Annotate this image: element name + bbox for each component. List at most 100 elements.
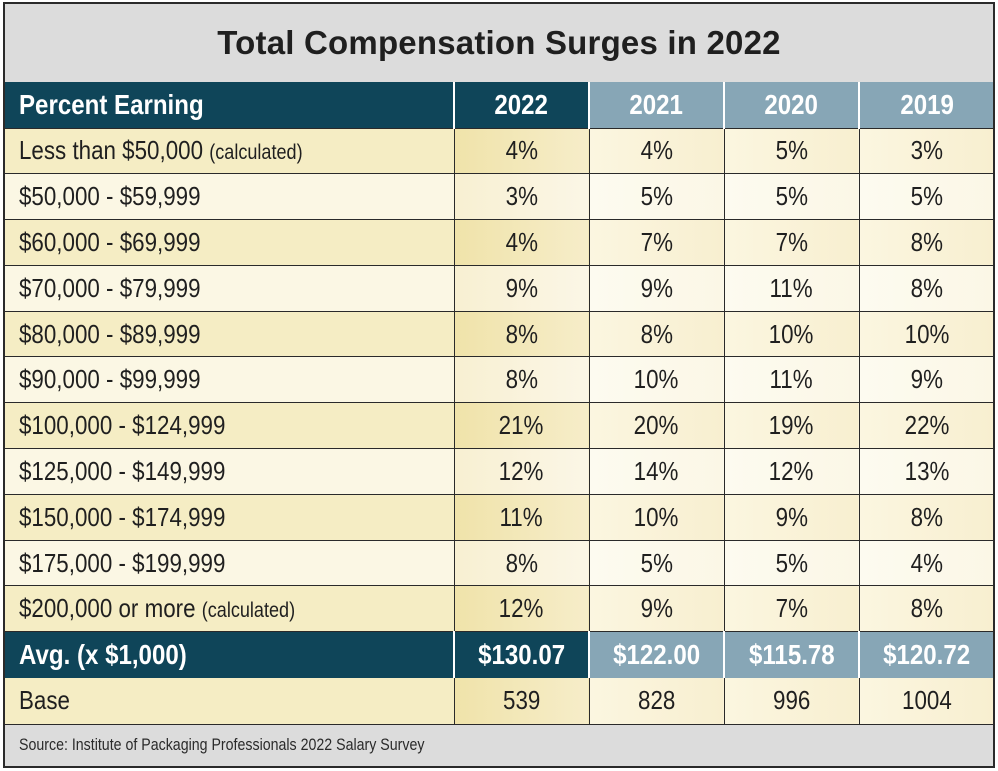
row-label: $200,000 or more (calculated) xyxy=(5,585,454,632)
cell-2022: 12% xyxy=(453,585,589,632)
cell-2019: 8% xyxy=(858,264,993,312)
average-label: Avg. (x $1,000) xyxy=(5,631,454,678)
cell-2020: 11% xyxy=(723,356,859,403)
header-year-2021: 2021 xyxy=(588,82,724,128)
row-label: $80,000 - $89,999 xyxy=(5,310,454,357)
table-title: Total Compensation Surges in 2022 xyxy=(5,4,993,82)
cell-2022: 21% xyxy=(453,402,589,449)
cell-2019: 8% xyxy=(858,585,993,632)
cell-2020: 5% xyxy=(723,127,859,174)
cell-2020: 10% xyxy=(723,310,859,357)
cell-2020: 9% xyxy=(723,493,859,541)
cell-2022: 12% xyxy=(453,448,589,495)
table-row: $125,000 - $149,999 12% 14% 12% 13% xyxy=(5,448,993,495)
row-label: $70,000 - $79,999 xyxy=(5,264,454,312)
cell-2020: 12% xyxy=(723,448,859,495)
cell-2021: 8% xyxy=(588,310,724,357)
cell-2021: 4% xyxy=(588,127,724,174)
average-2022: $130.07 xyxy=(453,631,589,678)
calculated-note: (calculated) xyxy=(209,141,303,165)
row-label: Less than $50,000 (calculated) xyxy=(5,127,454,174)
cell-2021: 20% xyxy=(588,402,724,449)
table-row: $50,000 - $59,999 3% 5% 5% 5% xyxy=(5,173,993,220)
header-year-2022: 2022 xyxy=(453,82,589,128)
cell-2020: 5% xyxy=(723,539,859,586)
table-row: $100,000 - $124,999 21% 20% 19% 22% xyxy=(5,402,993,449)
cell-2020: 7% xyxy=(723,219,859,266)
row-label: $50,000 - $59,999 xyxy=(5,173,454,220)
average-2021: $122.00 xyxy=(588,631,724,678)
table-row: $150,000 - $174,999 11% 10% 9% 8% xyxy=(5,493,993,541)
cell-2022: 3% xyxy=(453,173,589,220)
table-row: $70,000 - $79,999 9% 9% 11% 8% xyxy=(5,264,993,312)
table-row: $80,000 - $89,999 8% 8% 10% 10% xyxy=(5,310,993,357)
row-label: $125,000 - $149,999 xyxy=(5,448,454,495)
header-row: Percent Earning 2022 2021 2020 2019 xyxy=(5,82,993,128)
row-label: $175,000 - $199,999 xyxy=(5,539,454,586)
salary-range: $200,000 or more xyxy=(19,593,196,624)
cell-2022: 8% xyxy=(453,356,589,403)
salary-range: $90,000 - $99,999 xyxy=(19,364,201,395)
cell-2022: 8% xyxy=(453,310,589,357)
cell-2019: 22% xyxy=(858,402,993,449)
salary-range: $50,000 - $59,999 xyxy=(19,181,201,212)
row-label: $150,000 - $174,999 xyxy=(5,493,454,541)
cell-2021: 10% xyxy=(588,493,724,541)
source-note: Source: Institute of Packaging Professio… xyxy=(5,723,993,766)
salary-range: Less than $50,000 xyxy=(19,135,204,166)
cell-2020: 7% xyxy=(723,585,859,632)
cell-2019: 8% xyxy=(858,219,993,266)
table-row: $60,000 - $69,999 4% 7% 7% 8% xyxy=(5,219,993,266)
salary-range: $100,000 - $124,999 xyxy=(19,410,226,441)
cell-2021: 10% xyxy=(588,356,724,403)
cell-2020: 19% xyxy=(723,402,859,449)
table-row: $90,000 - $99,999 8% 10% 11% 9% xyxy=(5,356,993,403)
cell-2019: 3% xyxy=(858,127,993,174)
salary-range: $150,000 - $174,999 xyxy=(19,501,226,532)
cell-2019: 10% xyxy=(858,310,993,357)
header-year-2019: 2019 xyxy=(858,82,993,128)
base-2022: 539 xyxy=(453,677,589,724)
cell-2019: 4% xyxy=(858,539,993,586)
average-2020: $115.78 xyxy=(723,631,859,678)
base-2021: 828 xyxy=(588,677,724,724)
salary-range: $80,000 - $89,999 xyxy=(19,318,201,349)
cell-2021: 5% xyxy=(588,173,724,220)
cell-2022: 11% xyxy=(453,493,589,541)
table-row: $175,000 - $199,999 8% 5% 5% 4% xyxy=(5,539,993,586)
cell-2022: 4% xyxy=(453,127,589,174)
salary-range: $175,000 - $199,999 xyxy=(19,547,226,578)
base-label: Base xyxy=(5,677,454,724)
cell-2021: 5% xyxy=(588,539,724,586)
base-2020: 996 xyxy=(723,677,859,724)
header-percent-earning: Percent Earning xyxy=(5,82,454,128)
salary-range: $70,000 - $79,999 xyxy=(19,272,201,303)
cell-2022: 8% xyxy=(453,539,589,586)
cell-2022: 9% xyxy=(453,264,589,312)
cell-2022: 4% xyxy=(453,219,589,266)
table-row: $200,000 or more (calculated) 12% 9% 7% 8% xyxy=(5,585,993,632)
cell-2021: 9% xyxy=(588,585,724,632)
cell-2019: 13% xyxy=(858,448,993,495)
cell-2020: 11% xyxy=(723,264,859,312)
row-label: $60,000 - $69,999 xyxy=(5,219,454,266)
salary-range: $60,000 - $69,999 xyxy=(19,226,201,257)
average-2019: $120.72 xyxy=(858,631,993,678)
cell-2019: 9% xyxy=(858,356,993,403)
calculated-note: (calculated) xyxy=(201,599,296,623)
compensation-table-card: Total Compensation Surges in 2022 Percen… xyxy=(3,2,995,768)
cell-2019: 8% xyxy=(858,493,993,541)
compensation-table: Percent Earning 2022 2021 2020 2019 Less… xyxy=(5,82,993,724)
cell-2019: 5% xyxy=(858,173,993,220)
salary-range: $125,000 - $149,999 xyxy=(19,455,226,486)
cell-2021: 7% xyxy=(588,219,724,266)
header-year-2020: 2020 xyxy=(723,82,859,128)
table-row: Less than $50,000 (calculated) 4% 4% 5% 3% xyxy=(5,127,993,174)
row-label: $90,000 - $99,999 xyxy=(5,356,454,403)
cell-2021: 9% xyxy=(588,264,724,312)
cell-2021: 14% xyxy=(588,448,724,495)
average-row: Avg. (x $1,000) $130.07 $122.00 $115.78 … xyxy=(5,631,993,678)
base-2019: 1004 xyxy=(858,677,993,724)
cell-2020: 5% xyxy=(723,173,859,220)
base-row: Base 539 828 996 1004 xyxy=(5,677,993,724)
